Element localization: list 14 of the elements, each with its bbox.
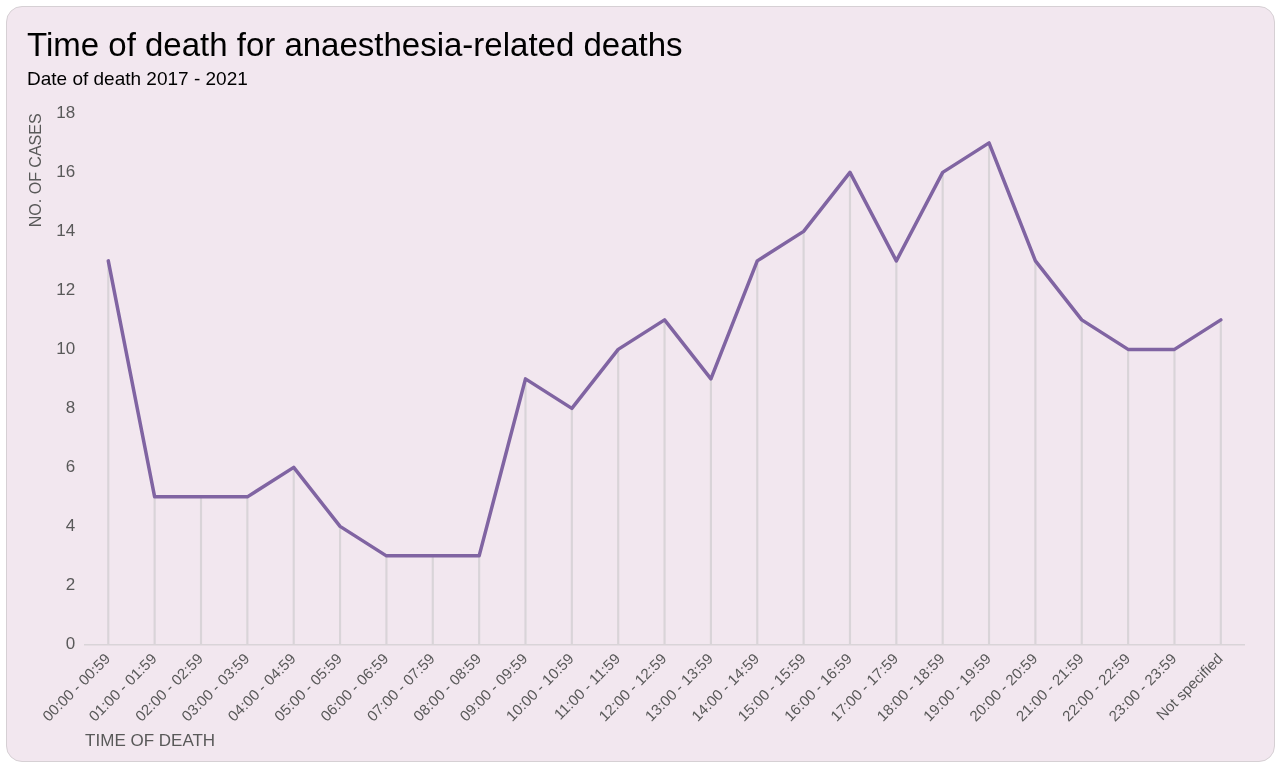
- y-tick-label: 6: [65, 457, 76, 477]
- y-tick-label: 4: [65, 516, 76, 536]
- x-axis-title: TIME OF DEATH: [85, 731, 216, 751]
- chart-subtitle: Date of death 2017 - 2021: [27, 68, 248, 90]
- y-tick-label: 14: [56, 221, 76, 241]
- y-tick-label: 0: [65, 634, 76, 654]
- y-tick-label: 18: [56, 103, 76, 123]
- chart-title: Time of death for anaesthesia-related deaths: [27, 25, 683, 63]
- y-axis-title: NO. OF CASES: [27, 113, 45, 228]
- y-tick-label: 12: [56, 280, 76, 300]
- y-tick-label: 10: [56, 339, 76, 359]
- y-tick-label: 16: [56, 162, 76, 182]
- y-tick-label: 2: [65, 575, 76, 595]
- y-tick-label: 8: [65, 398, 76, 418]
